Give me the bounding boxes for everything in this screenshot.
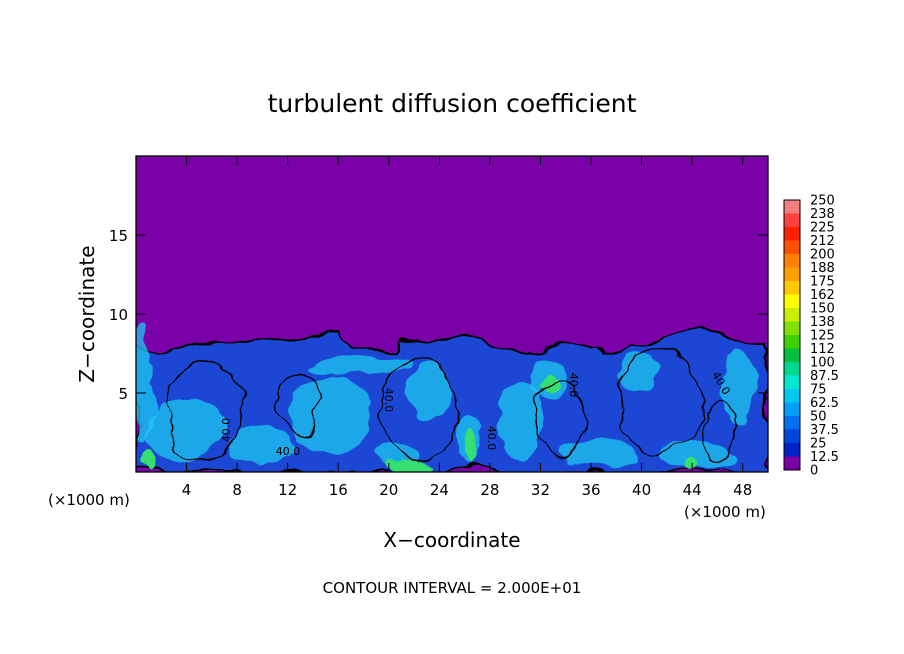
colorbar-level-label: 138	[810, 315, 835, 330]
contour-label: 40.0	[276, 445, 301, 458]
contour-line	[379, 359, 461, 461]
colorbar-level-label: 12.5	[810, 450, 839, 465]
x-tick-label: 8	[232, 481, 242, 499]
x-tick-label: 20	[379, 481, 398, 499]
high-turbulence-region	[660, 441, 740, 469]
high-turbulence-region	[310, 355, 410, 375]
chart-title: turbulent diffusion coefficient	[268, 89, 637, 118]
contour-line	[699, 399, 737, 461]
contour-interval-note: CONTOUR INTERVAL = 2.000E+01	[323, 579, 582, 597]
x-tick-label: 44	[683, 481, 702, 499]
y-tick-label: 15	[109, 227, 128, 245]
colorbar-frame	[783, 199, 801, 471]
high-turbulence-region	[620, 352, 660, 388]
colorbar-level-label: 188	[810, 261, 835, 276]
colorbar-level-label: 225	[810, 221, 835, 236]
colorbar-swatch	[784, 321, 800, 336]
colorbar-level-label: 162	[810, 288, 835, 303]
contour-label: 40.0	[485, 426, 498, 451]
colorbar-level-label: 212	[810, 234, 835, 249]
turbulence-field: 40.040.040.040.040.0 40.0	[136, 320, 768, 472]
x-axis: 4 8 12 16 20 24 28 32 36 40 44 48	[182, 156, 752, 499]
y-tick-label: 10	[109, 306, 128, 324]
high-turbulence-region	[136, 320, 154, 440]
colorbar-level-label: 238	[810, 207, 835, 222]
colorbar-level-label: 50	[810, 410, 827, 425]
colorbar-swatch	[784, 227, 800, 241]
contour-line	[166, 361, 244, 459]
contour-line	[277, 369, 323, 431]
colorbar: 2502382252122001881751621501381251121008…	[783, 194, 839, 479]
colorbar-level-label: 75	[810, 383, 827, 398]
x-unit-left: (×1000 m)	[48, 491, 130, 509]
peak-turbulence-region	[685, 457, 695, 472]
colorbar-swatch	[784, 335, 800, 349]
colorbar-swatch	[784, 294, 800, 309]
colorbar-swatch	[784, 389, 800, 403]
colorbar-swatch	[784, 281, 800, 295]
colorbar-level-label: 112	[810, 342, 835, 357]
mixed-layer-fill	[136, 329, 768, 472]
plot-area: 40.040.040.040.040.0 40.0	[135, 155, 769, 473]
high-turbulence-region	[406, 364, 454, 416]
contour-label: 40.0	[220, 418, 233, 443]
x-tick-label: 28	[480, 481, 499, 499]
high-turbulence-region	[145, 400, 225, 460]
colorbar-level-label: 37.5	[810, 423, 839, 438]
peak-turbulence-region	[142, 446, 154, 472]
colorbar-swatch	[784, 348, 800, 363]
colorbar-level-label: 200	[810, 248, 835, 263]
x-tick-label: 40	[632, 481, 651, 499]
high-turbulence-region	[232, 427, 292, 463]
colorbar-swatch	[784, 443, 800, 457]
high-turbulence-region	[290, 375, 370, 455]
colorbar-level-label: 25	[810, 437, 827, 452]
colorbar-level-label: 125	[810, 329, 835, 344]
x-tick-label: 16	[329, 481, 348, 499]
contour-label: 40.0	[382, 388, 395, 413]
x-tick-label: 24	[430, 481, 449, 499]
x-unit-right: (×1000 m)	[684, 503, 766, 521]
colorbar-swatch	[784, 267, 800, 282]
x-axis-label: X−coordinate	[383, 528, 520, 552]
colorbar-swatch	[784, 362, 800, 376]
contour-line	[535, 379, 585, 461]
y-axis: 5 10 15	[109, 227, 768, 403]
colorbar-swatch	[784, 375, 800, 390]
mixed-layer	[136, 320, 768, 472]
colorbar-swatch	[784, 200, 800, 214]
colorbar-swatch	[784, 429, 800, 444]
x-tick-label: 4	[182, 481, 192, 499]
peak-turbulence-region	[465, 430, 475, 470]
colorbar-swatch	[784, 402, 800, 417]
colorbar-swatch	[784, 254, 800, 268]
colorbar-swatch	[784, 308, 800, 322]
colorbar-level-label: 175	[810, 275, 835, 290]
colorbar-level-label: 62.5	[810, 396, 839, 411]
colorbar-level-label: 250	[810, 194, 835, 209]
colorbar-swatch	[784, 456, 800, 471]
y-axis-label: Z−coordinate	[75, 245, 99, 382]
contour-line	[619, 347, 701, 453]
colorbar-level-label: 150	[810, 302, 835, 317]
y-tick-label: 5	[118, 385, 128, 403]
x-tick-label: 12	[278, 481, 297, 499]
high-turbulence-region	[560, 443, 640, 467]
x-tick-label: 36	[581, 481, 600, 499]
colorbar-swatch	[784, 416, 800, 430]
colorbar-swatch	[784, 213, 800, 228]
contour-label: 40.0	[567, 373, 580, 398]
x-tick-label: 32	[531, 481, 550, 499]
peak-turbulence-region	[384, 460, 436, 470]
high-turbulence-region	[496, 380, 544, 460]
colorbar-level-label: 100	[810, 356, 835, 371]
colorbar-level-label: 0	[810, 464, 818, 479]
x-tick-label: 48	[733, 481, 752, 499]
colorbar-swatch	[784, 240, 800, 255]
colorbar-level-label: 87.5	[810, 369, 839, 384]
